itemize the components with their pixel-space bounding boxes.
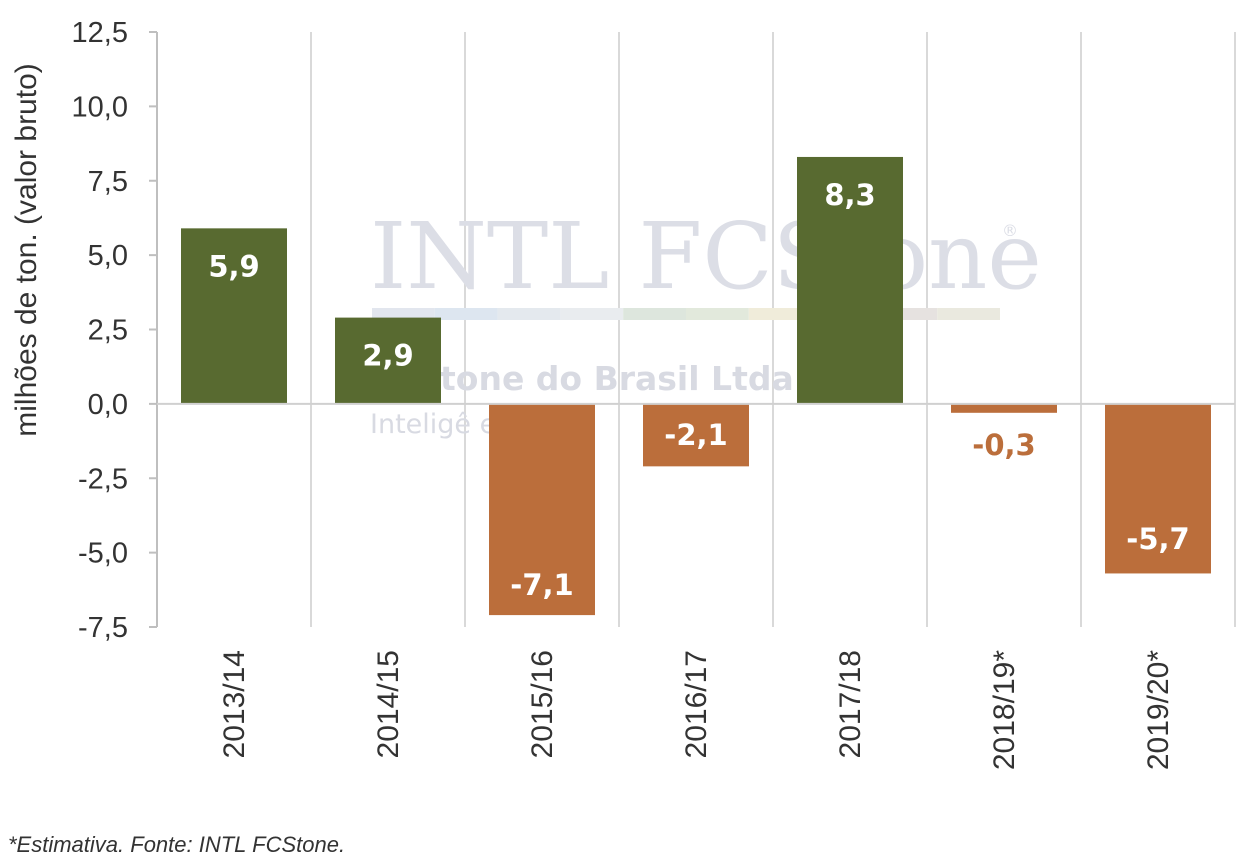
watermark-registered-mark: ®: [1002, 221, 1018, 240]
watermark-stripe-segment: [686, 308, 749, 320]
watermark-stripe-segment: [937, 308, 1000, 320]
bar-2013-14: [181, 228, 287, 404]
x-tick-label: 2016/17: [680, 650, 713, 758]
watermark-logo-text: INTL FCStone: [370, 203, 1042, 310]
watermark-stripe-segment: [560, 308, 624, 320]
watermark-stripe-segment: [372, 308, 435, 320]
data-label: 5,9: [208, 249, 259, 283]
bar-2019-20-: [1105, 403, 1211, 574]
bar-2018-19-: [951, 403, 1057, 413]
x-tick-label: 2015/16: [526, 650, 559, 758]
bar-2017-18: [797, 156, 903, 404]
watermark-color-stripe: [372, 308, 1000, 320]
x-tick-label: 2019/20*: [1142, 650, 1175, 770]
x-tick-label: 2018/19*: [988, 650, 1021, 770]
data-label: 2,9: [362, 339, 413, 373]
footnote: *Estimativa. Fonte: INTL FCStone.: [8, 832, 346, 857]
watermark-stripe-segment: [434, 308, 498, 320]
bar-2014-15: [335, 317, 441, 404]
bar-2016-17: [643, 403, 749, 467]
data-label: -0,3: [972, 428, 1035, 462]
y-tick-label: 2,5: [88, 315, 128, 347]
watermark-stripe-segment: [748, 308, 812, 320]
y-axis-label: milhões de ton. (valor bruto): [10, 63, 43, 437]
x-tick-labels: 2013/14 2014/15 2015/16 2016/17 2017/18 2018/…: [218, 650, 1175, 770]
y-tick-label: 7,5: [88, 166, 128, 198]
y-tick-label: 10,0: [72, 91, 128, 123]
data-labels: 5,9 2,9 -7,1 -2,1 8,3 -0,3 -5,7: [208, 178, 1189, 602]
bar-2015-16: [489, 403, 595, 616]
watermark-stripe-segment: [497, 308, 561, 320]
data-label: -7,1: [510, 568, 573, 602]
x-tick-label: 2013/14: [218, 650, 251, 758]
bars: [181, 156, 1211, 616]
x-tick-label: 2017/18: [834, 650, 867, 758]
y-tick-label: 12,5: [72, 17, 128, 49]
watermark-stripe-segment: [623, 308, 686, 320]
watermark-company-name: tone do Brasil Ltda.: [440, 359, 806, 398]
y-tick-label: -7,5: [78, 612, 128, 644]
axes: [149, 31, 1235, 628]
grid-lines: [310, 32, 1236, 627]
y-tick-label: 0,0: [88, 389, 128, 421]
data-label: 8,3: [824, 178, 875, 212]
y-tick-label: -2,5: [78, 463, 128, 495]
y-tick-label: 5,0: [88, 240, 128, 272]
data-label: -5,7: [1126, 522, 1189, 556]
x-tick-label: 2014/15: [372, 650, 405, 758]
y-tick-labels: 12,5 10,0 7,5 5,0 2,5 0,0 -2,5 -5,0 -7,5: [72, 17, 128, 644]
y-tick-label: -5,0: [78, 538, 128, 570]
data-label: -2,1: [664, 418, 727, 452]
watermark: INTL FCStone ® tone do Brasil Ltda. Inte…: [370, 203, 1042, 440]
